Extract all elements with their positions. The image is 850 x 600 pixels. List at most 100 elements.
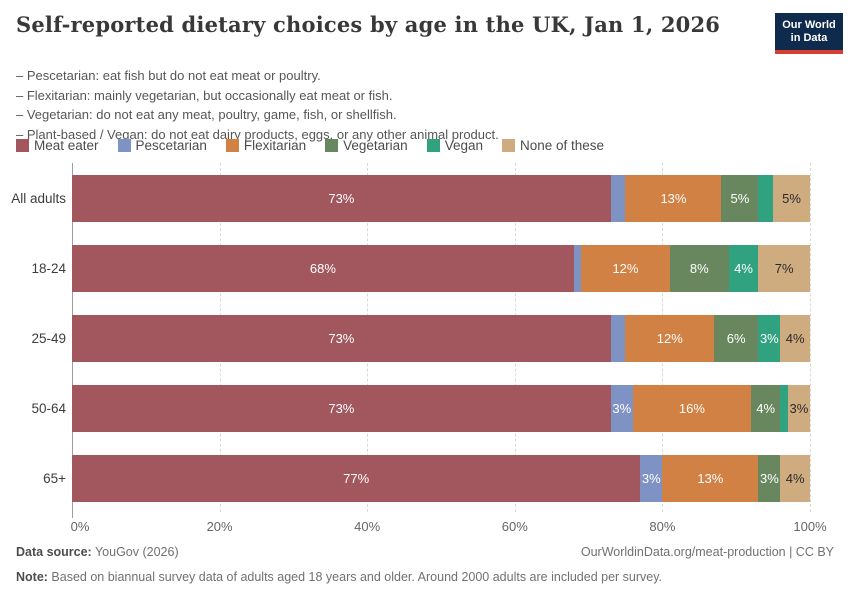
bar-segment-none-of-these-18-24[interactable]: 7% bbox=[758, 245, 810, 292]
legend: Meat eater Pescetarian Flexitarian Vegetari… bbox=[16, 138, 604, 153]
legend-label: Vegetarian bbox=[343, 138, 408, 153]
bar-row-50-64: 73% 3% 16% 4% 3% bbox=[72, 385, 810, 432]
x-tick-label: 80% bbox=[649, 519, 676, 534]
bar-segment-none-of-these-65[interactable]: 4% bbox=[780, 455, 810, 502]
bar-segment-flexitarian-all-adults[interactable]: 13% bbox=[625, 175, 722, 222]
legend-swatch-meat-eater bbox=[16, 139, 29, 152]
bar-segment-flexitarian-25-49[interactable]: 12% bbox=[625, 315, 715, 362]
bar-value-label: 13% bbox=[697, 471, 724, 486]
subtitle-line-vegan: – Plant-based / Vegan: do not eat dairy … bbox=[16, 126, 499, 142]
data-source-value: YouGov (2026) bbox=[91, 545, 179, 559]
bar-segment-flexitarian-65[interactable]: 13% bbox=[662, 455, 759, 502]
bar-segment-flexitarian-50-64[interactable]: 16% bbox=[632, 385, 751, 432]
legend-swatch-vegan bbox=[426, 139, 440, 152]
bar-value-label: 5% bbox=[730, 191, 750, 206]
bar-segment-none-of-these-50-64[interactable]: 3% bbox=[787, 385, 810, 432]
bar-value-label: 4% bbox=[785, 471, 805, 486]
bar-segment-vegan-50-64[interactable] bbox=[780, 385, 788, 432]
bar-value-label: 73% bbox=[328, 401, 355, 416]
bar-segment-none-of-these-25-49[interactable]: 4% bbox=[780, 315, 810, 362]
subtitle-line-flexitarian: – Flexitarian: mainly vegetarian, but oc… bbox=[16, 87, 393, 103]
bar-segment-vegetarian-25-49[interactable]: 6% bbox=[714, 315, 759, 362]
bar-segment-vegetarian-all-adults[interactable]: 5% bbox=[721, 175, 759, 222]
bar-segment-flexitarian-18-24[interactable]: 12% bbox=[581, 245, 670, 292]
bar-segment-pescetarian-all-adults[interactable] bbox=[610, 175, 626, 222]
legend-item-flexitarian[interactable]: Flexitarian bbox=[225, 138, 307, 153]
bar-value-label: 77% bbox=[343, 471, 370, 486]
bar-segment-pescetarian-50-64[interactable]: 3% bbox=[610, 385, 633, 432]
legend-swatch-vegetarian bbox=[325, 139, 339, 152]
subtitle-line-vegetarian: – Vegetarian: do not eat any meat, poult… bbox=[16, 107, 397, 122]
row-label-18-24: 18-24 bbox=[31, 261, 66, 276]
data-source: Data source: YouGov (2026) bbox=[16, 545, 179, 559]
data-source-label: Data source: bbox=[16, 545, 92, 559]
bar-segment-pescetarian-18-24[interactable] bbox=[573, 245, 582, 292]
bar-value-label: 4% bbox=[785, 331, 805, 346]
bar-value-label: 6% bbox=[726, 331, 746, 346]
bar-segment-pescetarian-65[interactable]: 3% bbox=[640, 455, 663, 502]
legend-label: Flexitarian bbox=[243, 138, 307, 153]
gridline bbox=[810, 163, 811, 512]
legend-label: Pescetarian bbox=[135, 138, 207, 153]
bar-row-all-adults: 73% 13% 5% 5% bbox=[72, 175, 810, 222]
bar-row-25-49: 73% 12% 6% 3% 4% bbox=[72, 315, 810, 362]
legend-label: Vegan bbox=[444, 138, 483, 153]
chart-title: Self-reported dietary choices by age in … bbox=[16, 12, 721, 37]
bar-value-label: 73% bbox=[328, 331, 355, 346]
bar-value-label: 4% bbox=[734, 261, 753, 276]
bar-value-label: 12% bbox=[612, 261, 639, 276]
owid-logo[interactable]: Our World in Data bbox=[775, 13, 843, 54]
bar-value-label: 12% bbox=[656, 331, 683, 346]
bar-segment-pescetarian-25-49[interactable] bbox=[610, 315, 626, 362]
legend-swatch-flexitarian bbox=[225, 139, 239, 152]
bar-value-label: 73% bbox=[328, 191, 355, 206]
bar-value-label: 5% bbox=[782, 191, 801, 206]
bar-value-label: 7% bbox=[774, 261, 794, 276]
legend-item-pescetarian[interactable]: Pescetarian bbox=[117, 138, 207, 153]
chart-subtitle: – Pescetarian: eat fish but do not eat m… bbox=[16, 66, 499, 144]
owid-logo-line2: in Data bbox=[790, 32, 828, 44]
row-label-50-64: 50-64 bbox=[31, 401, 66, 416]
bar-segment-vegan-25-49[interactable]: 3% bbox=[758, 315, 781, 362]
row-label-65: 65+ bbox=[43, 471, 66, 486]
row-label-25-49: 25-49 bbox=[31, 331, 66, 346]
note: Note: Based on biannual survey data of a… bbox=[16, 570, 662, 584]
bar-segment-meat-eater-50-64[interactable]: 73% bbox=[72, 385, 611, 432]
legend-item-vegan[interactable]: Vegan bbox=[426, 138, 483, 153]
legend-item-meat-eater[interactable]: Meat eater bbox=[16, 138, 99, 153]
bar-segment-meat-eater-65[interactable]: 77% bbox=[72, 455, 641, 502]
x-tick-label: 0% bbox=[70, 519, 90, 534]
x-tick-label: 60% bbox=[501, 519, 528, 534]
bar-segment-vegetarian-65[interactable]: 3% bbox=[758, 455, 781, 502]
bar-segment-none-of-these-all-adults[interactable]: 5% bbox=[773, 175, 810, 222]
bar-value-label: 16% bbox=[678, 401, 705, 416]
bar-segment-vegetarian-50-64[interactable]: 4% bbox=[750, 385, 781, 432]
legend-item-none-of-these[interactable]: None of these bbox=[501, 138, 605, 153]
bar-segment-vegan-18-24[interactable]: 4% bbox=[728, 245, 759, 292]
bar-value-label: 3% bbox=[612, 401, 632, 416]
owid-link[interactable]: OurWorldinData.org/meat-production | CC … bbox=[580, 545, 834, 559]
owid-logo-line1: Our World bbox=[782, 19, 836, 31]
legend-label: None of these bbox=[519, 138, 605, 153]
bar-segment-meat-eater-all-adults[interactable]: 73% bbox=[72, 175, 611, 222]
x-tick-label: 100% bbox=[793, 519, 827, 534]
bar-value-label: 3% bbox=[789, 401, 809, 416]
bar-segment-meat-eater-18-24[interactable]: 68% bbox=[72, 245, 574, 292]
bar-row-65: 77% 3% 13% 3% 4% bbox=[72, 455, 810, 502]
bar-value-label: 8% bbox=[689, 261, 709, 276]
subtitle-line-pescetarian: – Pescetarian: eat fish but do not eat m… bbox=[16, 68, 321, 83]
bar-value-label: 3% bbox=[759, 471, 779, 486]
legend-swatch-pescetarian bbox=[117, 139, 131, 152]
bar-segment-vegan-all-adults[interactable] bbox=[758, 175, 774, 222]
bar-segment-meat-eater-25-49[interactable]: 73% bbox=[72, 315, 611, 362]
note-label: Note: bbox=[16, 570, 48, 584]
row-label-all-adults: All adults bbox=[11, 191, 66, 206]
legend-item-vegetarian[interactable]: Vegetarian bbox=[325, 138, 408, 153]
legend-label: Meat eater bbox=[34, 138, 99, 153]
bar-segment-vegetarian-18-24[interactable]: 8% bbox=[669, 245, 729, 292]
x-tick-label: 40% bbox=[354, 519, 381, 534]
bar-value-label: 13% bbox=[660, 191, 687, 206]
bar-value-label: 4% bbox=[756, 401, 776, 416]
